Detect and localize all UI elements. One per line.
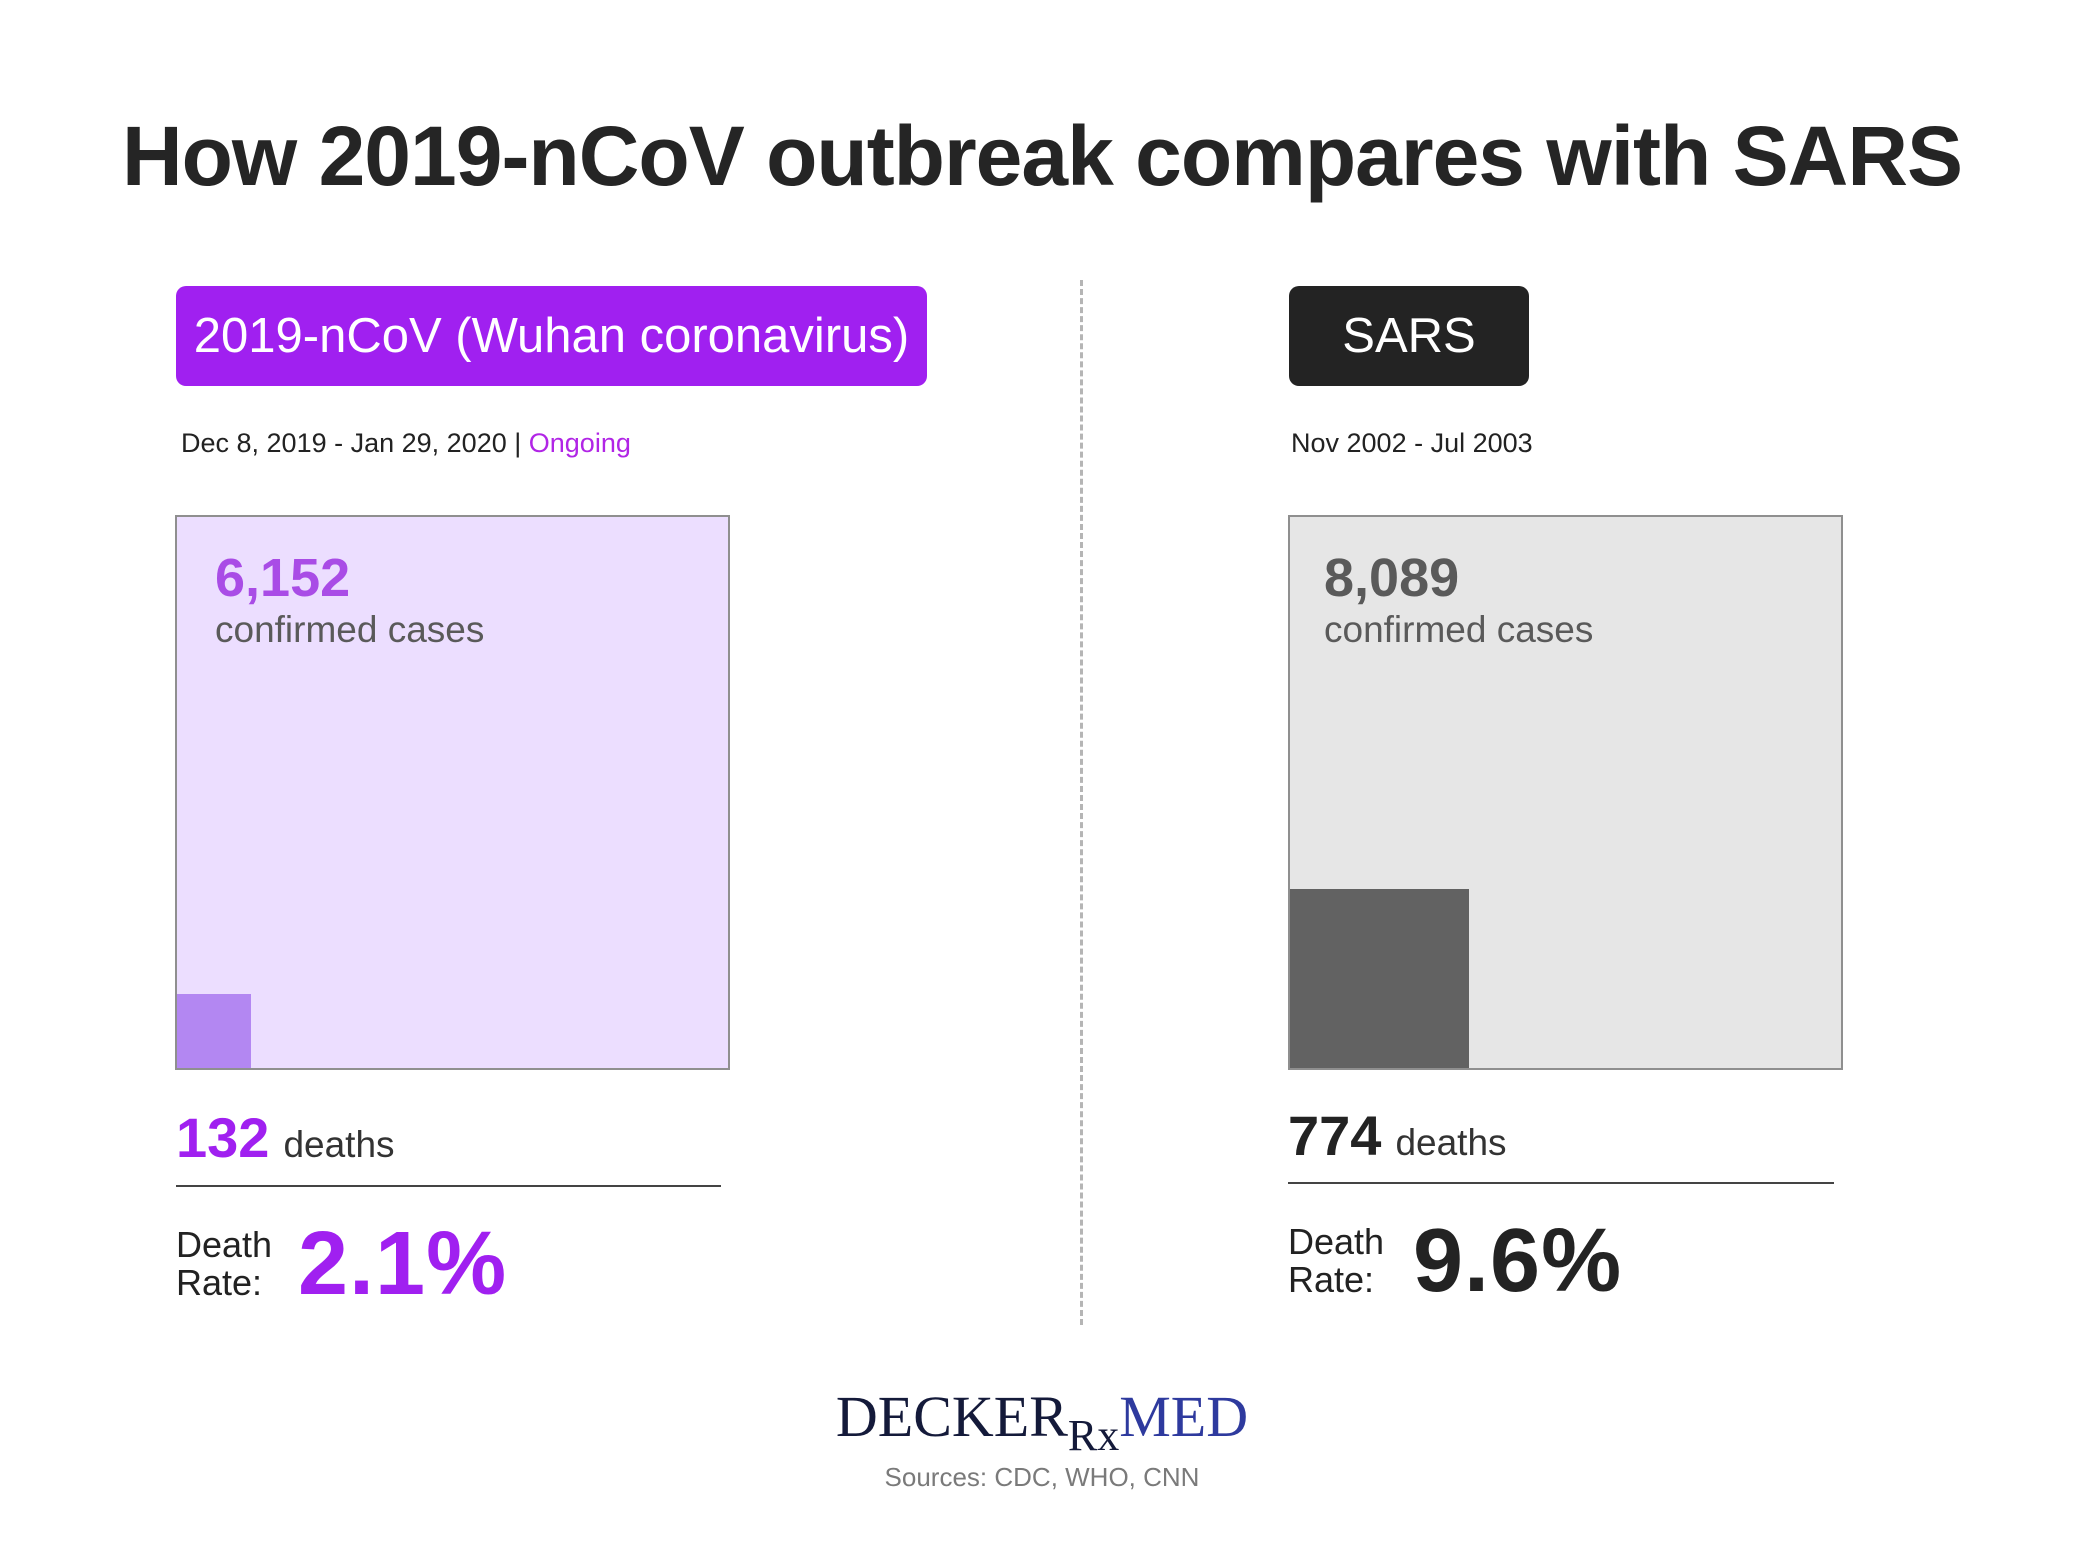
sars-label: SARS bbox=[1342, 309, 1476, 363]
deckermed-logo: DECKERRxMED bbox=[0, 1383, 2084, 1460]
panel-divider bbox=[1080, 280, 1083, 1325]
sars-dates: Nov 2002 - Jul 2003 bbox=[1291, 428, 1533, 458]
ncov-deaths-label: deaths bbox=[283, 1124, 395, 1165]
ncov-cases-value: 6,152 bbox=[215, 548, 351, 608]
ncov-cases-label: confirmed cases bbox=[215, 609, 485, 650]
ncov-date-range: Dec 8, 2019 - Jan 29, 2020 | Ongoing bbox=[181, 428, 631, 459]
ncov-label: 2019-nCoV (Wuhan coronavirus) bbox=[193, 309, 910, 363]
ncov-deaths: 132 deaths bbox=[176, 1105, 395, 1170]
logo-rx: Rx bbox=[1067, 1411, 1120, 1460]
ncov-deaths-square bbox=[177, 994, 251, 1068]
ncov-death-rate-label: Death Rate: bbox=[176, 1224, 273, 1303]
ncov-cases-square: 6,152 confirmed cases bbox=[175, 515, 730, 1070]
sars-separator bbox=[1288, 1182, 1834, 1184]
ncov-dates: Dec 8, 2019 - Jan 29, 2020 | bbox=[181, 428, 522, 458]
sars-label-pill: SARS bbox=[1289, 286, 1529, 386]
ncov-separator bbox=[176, 1185, 721, 1187]
ncov-status: Ongoing bbox=[528, 428, 631, 458]
ncov-deaths-value: 132 bbox=[176, 1106, 270, 1169]
ncov-label-pill: 2019-nCoV (Wuhan coronavirus) bbox=[176, 286, 927, 386]
sars-death-rate-label: Death Rate: bbox=[1288, 1221, 1385, 1300]
sars-cases-label: confirmed cases bbox=[1324, 609, 1594, 650]
sars-deaths-value: 774 bbox=[1288, 1104, 1382, 1167]
sars-cases-value: 8,089 bbox=[1324, 548, 1460, 608]
sars-deaths: 774 deaths bbox=[1288, 1103, 1507, 1168]
sars-date-range: Nov 2002 - Jul 2003 bbox=[1291, 428, 1533, 459]
page-title: How 2019-nCoV outbreak compares with SAR… bbox=[121, 109, 1963, 203]
sars-cases-square: 8,089 confirmed cases bbox=[1288, 515, 1843, 1070]
sources: Sources: CDC, WHO, CNN bbox=[884, 1462, 1200, 1492]
logo-decker: DECKER bbox=[835, 1384, 1068, 1449]
sars-deaths-label: deaths bbox=[1395, 1122, 1507, 1163]
sars-deaths-square bbox=[1290, 889, 1469, 1068]
logo-med: MED bbox=[1119, 1384, 1249, 1449]
sars-death-rate-value: 9.6% bbox=[1413, 1211, 1623, 1311]
ncov-death-rate-value: 2.1% bbox=[298, 1214, 508, 1314]
